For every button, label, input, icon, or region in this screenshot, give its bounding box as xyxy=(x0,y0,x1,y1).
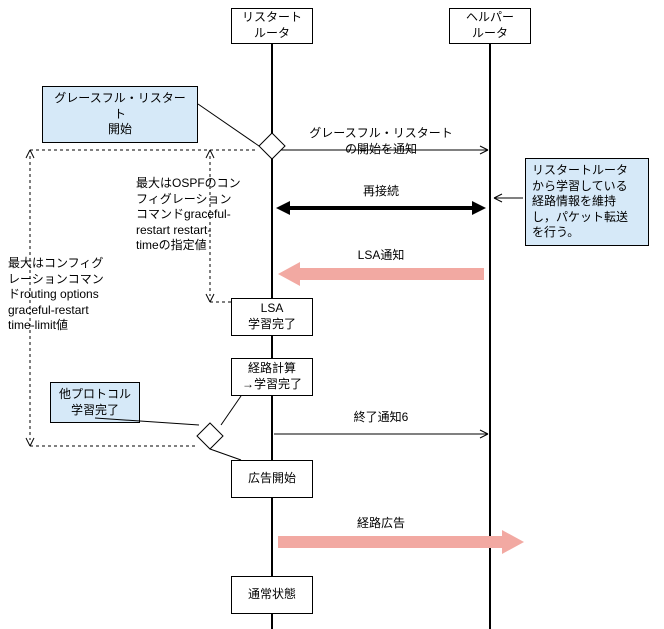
helper-lifeline xyxy=(489,44,491,629)
msg-label-start_notify: グレースフル・リスタートの開始を通知 xyxy=(278,126,484,157)
state-lsa_done: LSA学習完了 xyxy=(231,298,313,336)
restart-lifeline xyxy=(271,44,273,629)
note-helper: リスタートルータから学習している経路情報を維持し，パケット転送を行う。 xyxy=(525,158,649,246)
msg-label-lsa_notify: LSA通知 xyxy=(278,248,484,264)
msg-label-reconnect: 再接続 xyxy=(278,184,484,200)
connector-graceful xyxy=(198,104,259,146)
state-normal: 通常状態 xyxy=(231,576,313,614)
diamond-merge xyxy=(197,423,223,449)
actor-helper: ヘルパールータ xyxy=(449,8,531,44)
actor-restart: リスタートルータ xyxy=(231,8,313,44)
msg-label-route_ad: 経路広告 xyxy=(278,516,484,532)
msg-label-end_notify: 終了通知6 xyxy=(278,410,484,426)
note-other-proto: 他プロトコル学習完了 xyxy=(50,382,140,423)
note-graceful-start: グレースフル・リスタート開始 xyxy=(42,86,198,143)
state-ad_start: 広告開始 xyxy=(231,460,313,498)
text-config: 最大はコンフィグレーションコマンドrouting optionsgraceful… xyxy=(8,256,128,334)
text-ospf: 最大はOSPFのコンフィグレーションコマンドgraceful-restart r… xyxy=(136,176,260,254)
state-route_calc: 経路計算→学習完了 xyxy=(231,358,313,396)
